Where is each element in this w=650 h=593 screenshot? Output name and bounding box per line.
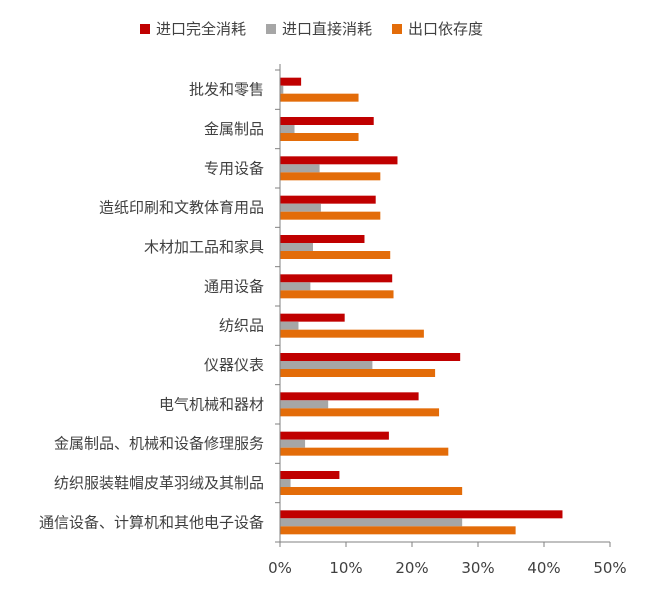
bar-series-2-row-1 [280,85,284,94]
bar-series-3-row-11 [280,487,463,495]
bar-series-1-row-2 [280,117,374,125]
bar-series-2-row-9 [280,400,329,409]
bar-series-1-row-7 [280,313,345,322]
bar-series-1-row-4 [280,195,376,204]
x-tick-label-3: 30% [461,559,494,577]
bar-series-2-row-12 [280,518,463,527]
legend-swatch-series-1 [140,23,150,34]
x-tick-label-4: 40% [527,559,560,577]
bar-series-1-row-5 [280,235,365,243]
bar-series-1-row-11 [280,471,340,479]
legend-label-series-1: 进口完全消耗 [156,20,247,38]
category-label-3: 专用设备 [204,159,264,177]
x-tick-label-1: 10% [329,559,362,577]
category-label-9: 电气机械和器材 [159,395,264,413]
bar-series-1-row-10 [280,431,389,440]
category-label-7: 纺织品 [219,317,264,335]
bar-series-3-row-2 [280,133,359,141]
bar-series-3-row-4 [280,211,381,220]
bar-series-1-row-3 [280,156,398,165]
bar-series-3-row-9 [280,408,440,417]
bar-series-1-row-8 [280,353,461,361]
category-label-6: 通用设备 [204,277,264,295]
legend-item-series-2: 进口直接消耗 [266,18,372,39]
category-label-5: 木材加工品和家具 [144,238,264,256]
legend-item-series-3: 出口依存度 [392,18,483,39]
category-label-12: 通信设备、计算机和其他电子设备 [39,513,264,531]
bar-series-1-row-12 [280,510,563,519]
bar-series-1-row-1 [280,77,302,86]
category-label-8: 仪器仪表 [204,356,264,374]
bar-series-2-row-3 [280,164,320,173]
legend-item-series-1: 进口完全消耗 [140,18,246,39]
category-label-11: 纺织服装鞋帽皮革羽绒及其制品 [54,474,264,492]
bar-series-2-row-2 [280,125,295,133]
x-tick-label-0: 0% [268,559,292,577]
bar-series-3-row-8 [280,369,436,377]
bar-series-3-row-5 [280,251,391,259]
legend-swatch-series-3 [392,23,403,34]
category-label-1: 批发和零售 [189,81,264,99]
legend-label-series-2: 进口直接消耗 [282,20,373,38]
bar-series-3-row-7 [280,329,424,338]
chart-legend: 进口完全消耗 进口直接消耗 出口依存度 [140,18,483,39]
bar-series-2-row-6 [280,282,311,291]
legend-label-series-3: 出口依存度 [408,20,484,38]
bar-series-3-row-10 [280,447,449,456]
bar-series-3-row-6 [280,290,394,299]
category-label-2: 金属制品 [204,120,264,138]
bar-series-1-row-9 [280,392,419,401]
bar-series-3-row-1 [280,93,359,102]
x-tick-label-5: 50% [593,559,626,577]
bar-series-2-row-8 [280,361,373,369]
category-label-10: 金属制品、机械和设备修理服务 [54,435,264,453]
x-tick-label-2: 20% [395,559,428,577]
bar-series-2-row-7 [280,321,299,330]
bar-series-2-row-10 [280,439,306,448]
legend-swatch-series-2 [266,23,277,34]
bar-series-2-row-11 [280,479,291,487]
bar-series-3-row-12 [280,526,516,535]
bar-series-2-row-4 [280,203,321,212]
bar-series-1-row-6 [280,274,393,283]
bar-series-3-row-3 [280,172,381,181]
category-label-4: 造纸印刷和文教体育用品 [99,199,264,217]
bar-series-2-row-5 [280,243,313,251]
